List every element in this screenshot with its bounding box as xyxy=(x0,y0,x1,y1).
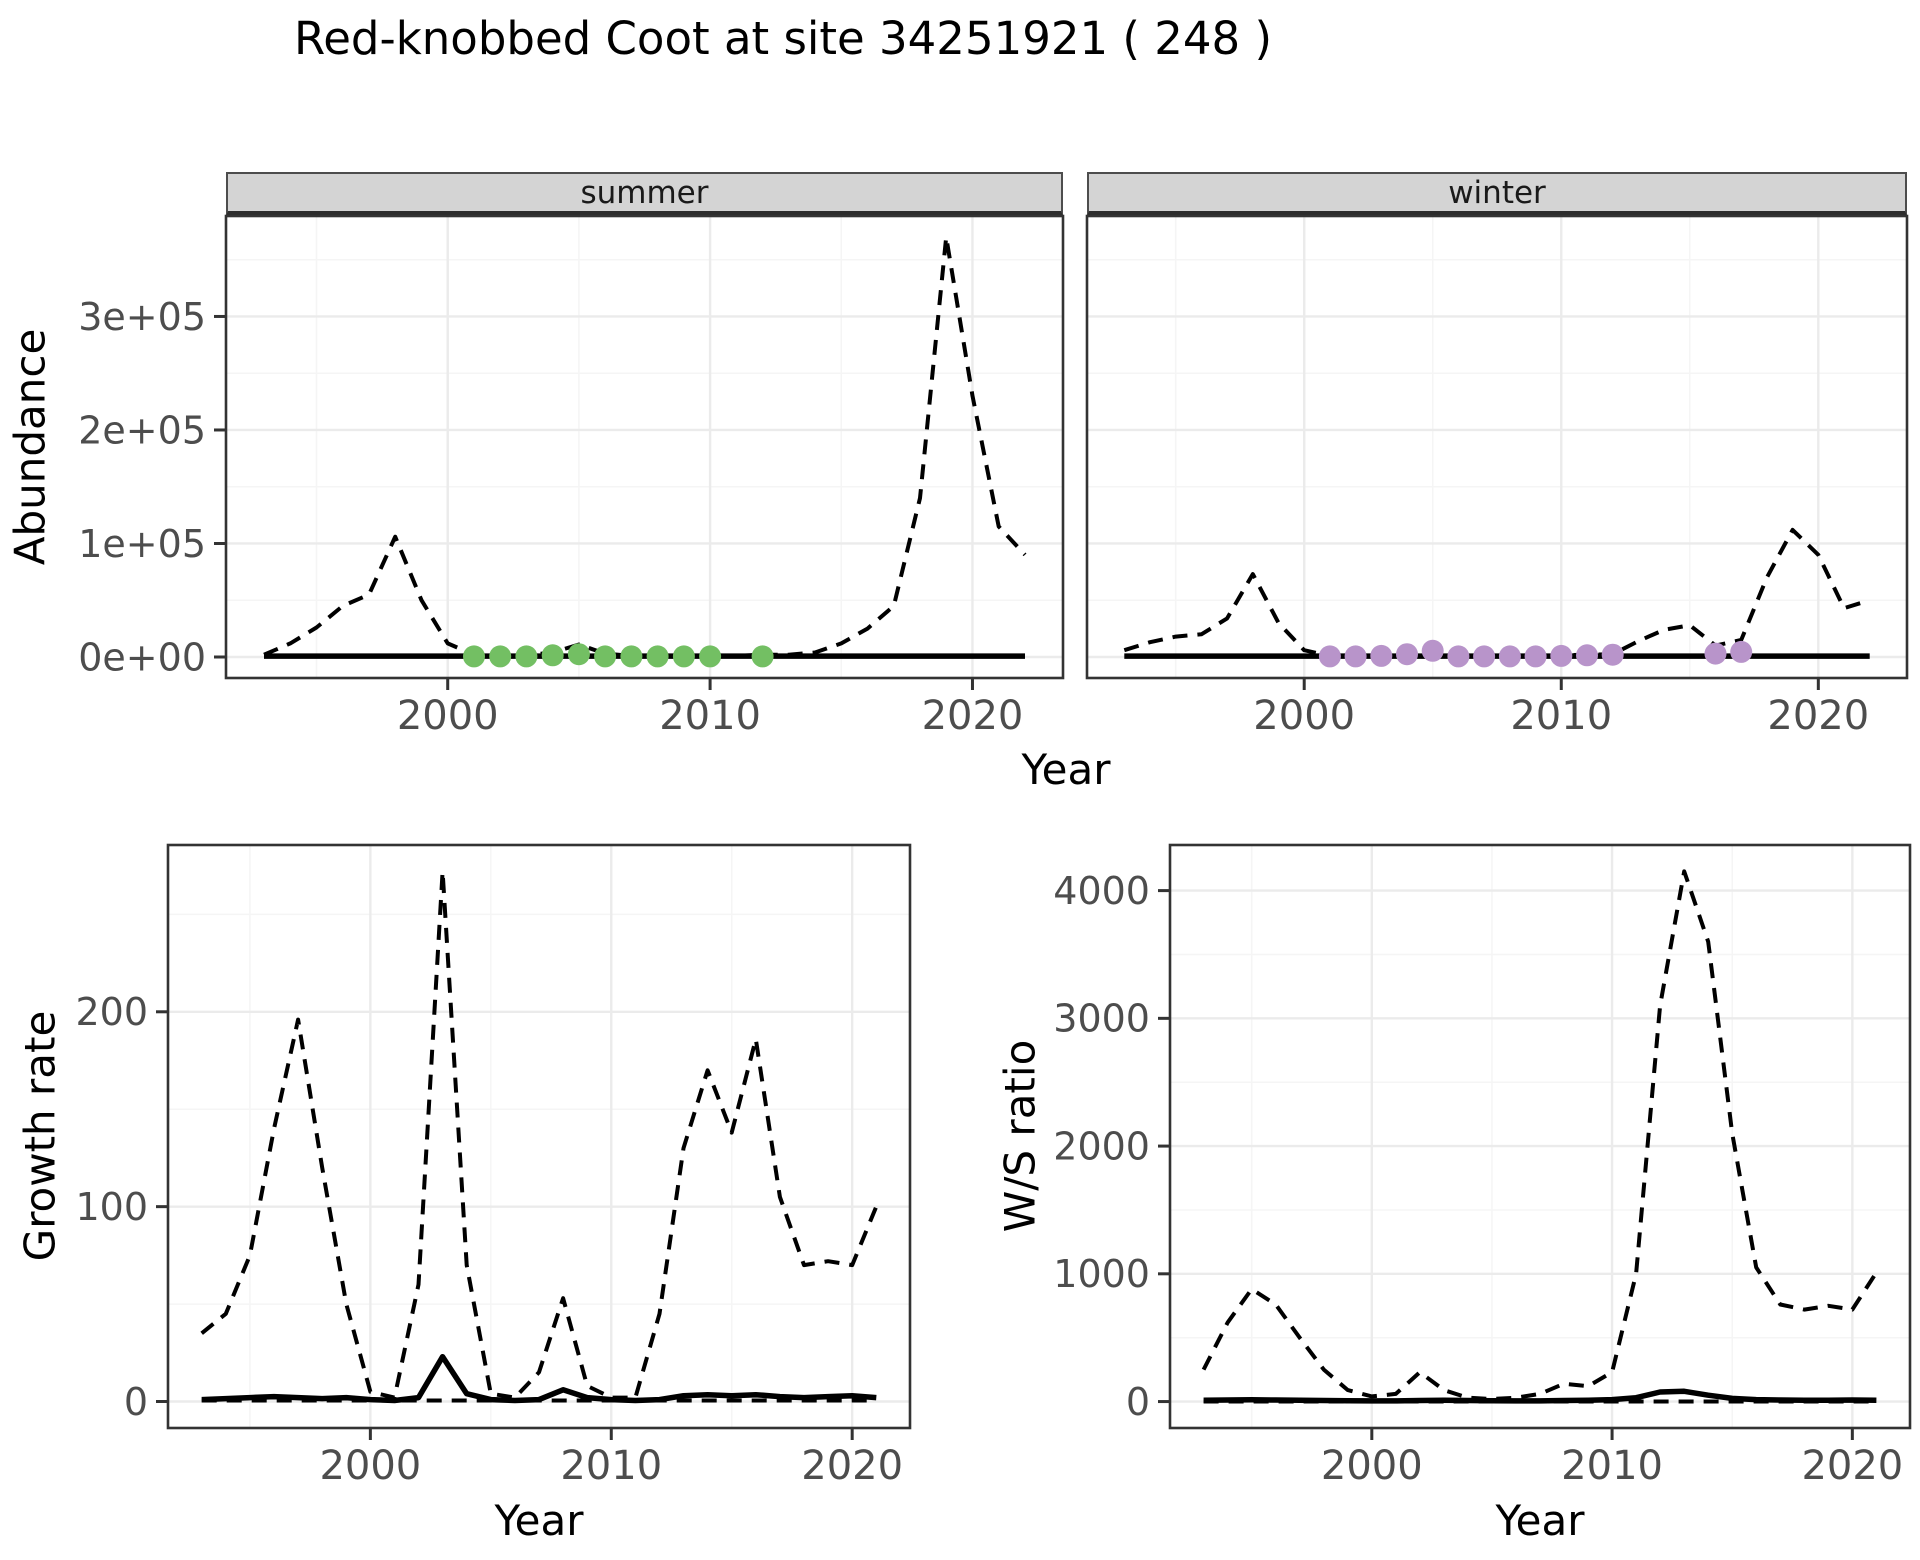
x-tick-label: 2020 xyxy=(801,1443,903,1489)
facet-strip-summer: summer xyxy=(226,172,1063,216)
y-tick-label: 0 xyxy=(1126,1380,1150,1424)
data-point-flagged-years xyxy=(1421,639,1444,662)
y-tick-label: 100 xyxy=(75,1185,148,1229)
panel-growth_rate: 2000 2010 2020 0 100 200 xyxy=(75,843,912,1489)
data-point-flagged-years xyxy=(1396,643,1418,666)
data-point-flagged-years xyxy=(1473,645,1496,668)
x-axis-title-year-growth: Year xyxy=(494,1496,584,1545)
data-point-flagged-years xyxy=(541,644,564,667)
series-observed-dashed xyxy=(200,869,879,1400)
data-point-flagged-years xyxy=(1524,645,1547,668)
panel-border xyxy=(166,843,912,1430)
series-modelled-solid xyxy=(201,1353,877,1404)
data-point-flagged-years xyxy=(620,645,643,668)
data-point-flagged-years xyxy=(567,643,590,666)
y-tick-label: 200 xyxy=(75,990,148,1034)
data-point-flagged-years xyxy=(463,645,485,668)
data-point-flagged-years xyxy=(699,645,722,668)
x-tick-label: 2020 xyxy=(1801,1443,1903,1489)
y-tick-label: 1e+05 xyxy=(78,522,206,566)
data-point-flagged-years xyxy=(1498,645,1521,668)
data-point-flagged-years xyxy=(489,645,512,668)
panel-ws_ratio: 2000 2010 2020 0 1000 2000 3000 4000 xyxy=(1053,843,1912,1489)
y-tick-label: 2000 xyxy=(1053,1124,1150,1168)
data-point-flagged-years xyxy=(594,645,617,668)
facet-strip-summer-label: summer xyxy=(580,174,709,211)
data-point-flagged-years xyxy=(646,645,669,668)
panel-abundance_winter: 2000 2010 2020 xyxy=(1085,214,1909,739)
data-point-flagged-years xyxy=(1704,642,1727,665)
x-axis-title-year-top: Year xyxy=(1021,745,1111,794)
facet-strip-winter-label: winter xyxy=(1448,174,1546,211)
panel-border xyxy=(1168,843,1912,1430)
data-point-flagged-years xyxy=(751,645,774,668)
x-tick-label: 2010 xyxy=(1561,1443,1663,1489)
y-tick-label: 3000 xyxy=(1053,997,1150,1041)
series-observed-dashed xyxy=(263,235,1027,658)
series-observed-dashed xyxy=(1123,527,1871,658)
data-point-flagged-years xyxy=(1344,645,1367,668)
data-point-flagged-years xyxy=(515,645,538,668)
x-axis-title-year-ws: Year xyxy=(1495,1496,1585,1545)
data-point-flagged-years xyxy=(672,645,695,668)
data-point-flagged-years xyxy=(1550,644,1573,667)
panel-border xyxy=(224,214,1065,680)
x-tick-label: 2000 xyxy=(1253,693,1355,739)
data-point-flagged-years xyxy=(1576,644,1598,667)
x-tick-label: 2020 xyxy=(922,693,1024,739)
x-tick-label: 2010 xyxy=(560,1443,662,1489)
series-observed-dashed xyxy=(1201,869,1879,1401)
data-point-flagged-years xyxy=(1318,645,1341,668)
x-tick-label: 2000 xyxy=(1321,1443,1423,1489)
panel-border xyxy=(1085,214,1909,680)
y-tick-label: 1000 xyxy=(1053,1252,1150,1296)
y-tick-label: 2e+05 xyxy=(78,408,206,452)
y-tick-label: 0e+00 xyxy=(78,635,206,679)
x-tick-label: 2000 xyxy=(319,1443,421,1489)
x-tick-label: 2020 xyxy=(1767,693,1869,739)
data-point-flagged-years xyxy=(1730,640,1753,663)
data-point-flagged-years xyxy=(1370,644,1393,667)
x-tick-label: 2010 xyxy=(1510,693,1612,739)
x-tick-label: 2000 xyxy=(397,693,499,739)
x-tick-label: 2010 xyxy=(659,693,761,739)
series-modelled-solid xyxy=(1203,1388,1877,1404)
data-point-flagged-years xyxy=(1447,645,1470,668)
y-tick-label: 4000 xyxy=(1053,869,1150,913)
facet-strip-winter: winter xyxy=(1087,172,1907,216)
y-tick-label: 3e+05 xyxy=(78,295,206,339)
panel-abundance_summer: 2000 2010 2020 0e+00 1e+05 2e+05 3e+05 xyxy=(78,214,1065,739)
y-tick-label: 0 xyxy=(124,1380,148,1424)
data-point-flagged-years xyxy=(1601,643,1624,666)
page-title: Red-knobbed Coot at site 34251921 ( 248 … xyxy=(293,12,1273,65)
